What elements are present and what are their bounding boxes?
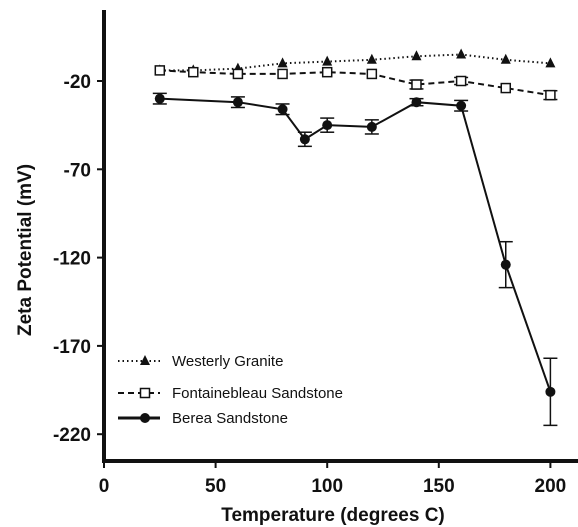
- legend-label-0: Westerly Granite: [172, 353, 283, 370]
- series-1: [154, 65, 558, 101]
- data-point-1-3: [277, 68, 288, 80]
- data-point-0-8: [500, 53, 511, 64]
- data-point-2-5: [366, 121, 377, 132]
- y-axis-title: Zeta Potential (mV): [15, 164, 36, 336]
- ticks: 0 50 100 150 200 -20 -70 -120 -170 -220: [53, 72, 566, 497]
- data-point-1-0: [154, 65, 166, 76]
- data-point-1-8: [500, 82, 512, 94]
- y-tick-label--120: -120: [53, 249, 91, 270]
- data-point-1-1: [188, 66, 199, 78]
- x-tick-label-50: 50: [205, 476, 226, 497]
- data-point-0-5: [366, 53, 377, 64]
- data-point-2-4: [322, 120, 333, 131]
- data-point-2-0: [154, 93, 165, 104]
- legend-item-2: Berea Sandstone: [118, 410, 288, 427]
- data-point-2-8: [500, 259, 511, 270]
- data-point-0-6: [411, 50, 422, 61]
- y-tick-label--20: -20: [64, 72, 91, 93]
- legend-label-1: Fontainebleau Sandstone: [172, 385, 343, 402]
- series-2: [152, 92, 558, 427]
- series-layer: [152, 48, 558, 427]
- x-tick-label-0: 0: [99, 476, 110, 497]
- series-line-1: [159, 69, 551, 97]
- data-point-0-3: [277, 57, 288, 68]
- data-point-0-7: [456, 48, 467, 59]
- data-point-0-9: [545, 57, 556, 68]
- legend-swatch-marker-2: [140, 413, 150, 423]
- legend-swatch-marker-0: [140, 355, 150, 365]
- legend-swatch-marker-1: [139, 387, 151, 399]
- legend: Westerly Granite Fontainebleau Sandstone B…: [118, 353, 343, 427]
- y-tick-label--220: -220: [53, 425, 91, 446]
- data-point-0-4: [322, 55, 333, 66]
- x-tick-label-150: 150: [423, 476, 455, 497]
- series-line-0: [159, 53, 551, 72]
- data-point-2-7: [456, 100, 467, 111]
- data-point-2-9: [545, 386, 556, 397]
- data-point-2-6: [411, 97, 422, 108]
- legend-label-2: Berea Sandstone: [172, 410, 288, 427]
- x-tick-label-200: 200: [535, 476, 567, 497]
- axes: [102, 10, 578, 463]
- data-point-1-6: [411, 79, 422, 90]
- data-point-2-1: [232, 97, 243, 108]
- y-tick-label--70: -70: [64, 160, 91, 181]
- y-tick-label--170: -170: [53, 337, 91, 358]
- data-point-1-7: [455, 75, 467, 87]
- data-point-2-2: [277, 104, 288, 115]
- data-point-2-3: [299, 134, 310, 145]
- data-point-1-9: [545, 89, 556, 101]
- data-point-1-4: [321, 66, 333, 78]
- series-0: [154, 48, 556, 75]
- x-tick-label-100: 100: [311, 476, 343, 497]
- series-line-2: [159, 97, 552, 393]
- data-point-1-2: [232, 68, 244, 80]
- legend-item-0: Westerly Granite: [118, 353, 283, 370]
- data-point-1-5: [366, 68, 378, 80]
- legend-item-1: Fontainebleau Sandstone: [118, 385, 343, 402]
- x-axis-title: Temperature (degrees C): [221, 505, 445, 526]
